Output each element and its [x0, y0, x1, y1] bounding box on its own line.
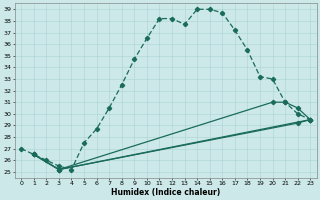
X-axis label: Humidex (Indice chaleur): Humidex (Indice chaleur): [111, 188, 220, 197]
